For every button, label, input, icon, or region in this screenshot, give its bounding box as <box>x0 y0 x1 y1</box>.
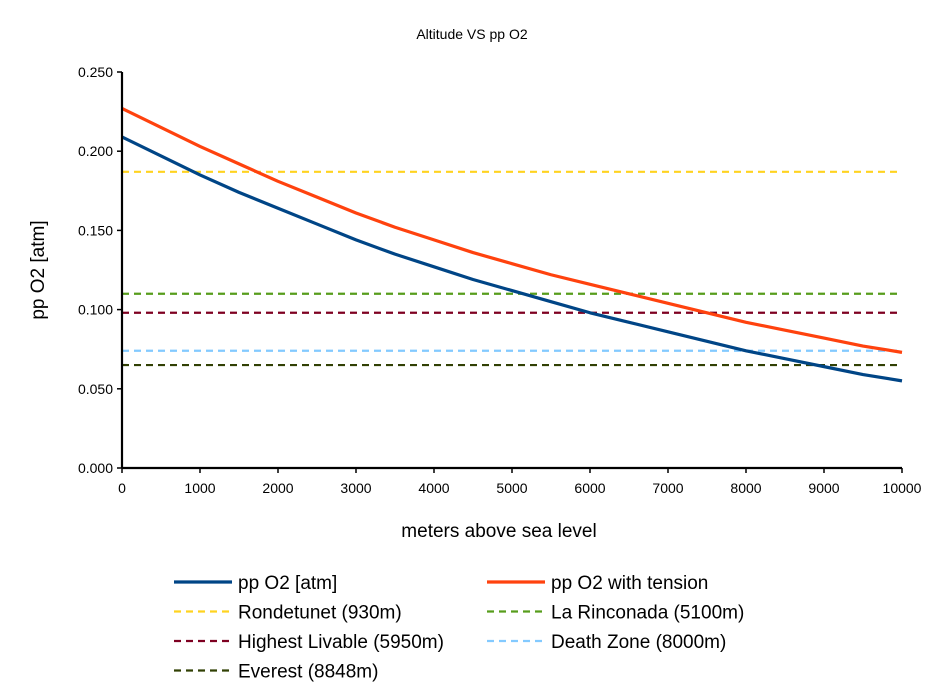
y-tick-label: 0.200 <box>78 143 113 159</box>
legend-item: pp O2 [atm] <box>174 573 337 594</box>
legend-label: Highest Livable (5950m) <box>238 632 444 653</box>
y-tick-label: 0.050 <box>78 381 113 397</box>
y-tick-label: 0.100 <box>78 302 113 318</box>
x-tick-label: 10000 <box>883 480 922 496</box>
y-tick-label: 0.150 <box>78 222 113 238</box>
x-tick-label: 4000 <box>418 480 449 496</box>
legend-item: Highest Livable (5950m) <box>174 632 444 653</box>
x-tick-label: 8000 <box>730 480 761 496</box>
legend-item: Everest (8848m) <box>174 662 378 683</box>
legend-label: Everest (8848m) <box>238 662 378 683</box>
legend: pp O2 [atm] pp O2 with tension Rondetunet … <box>174 573 744 683</box>
plot-area <box>121 106 903 383</box>
y-tick-label: 0.250 <box>78 64 113 80</box>
x-axis-title: meters above sea level <box>401 521 596 542</box>
legend-item: pp O2 with tension <box>487 573 708 594</box>
legend-item: La Rinconada (5100m) <box>487 603 744 624</box>
legend-label: pp O2 [atm] <box>238 573 337 594</box>
legend-label: Rondetunet (930m) <box>238 603 402 624</box>
legend-item: Rondetunet (930m) <box>174 603 402 624</box>
x-tick-label: 5000 <box>496 480 527 496</box>
legend-label: pp O2 with tension <box>551 573 708 594</box>
y-axis-title: pp O2 [atm] <box>28 220 49 319</box>
x-tick-label: 3000 <box>340 480 371 496</box>
series-line-0 <box>121 135 903 383</box>
legend-label: La Rinconada (5100m) <box>551 603 744 624</box>
x-tick-label: 2000 <box>262 480 293 496</box>
x-tick-label: 7000 <box>652 480 683 496</box>
x-tick-label: 6000 <box>574 480 605 496</box>
x-tick-label: 9000 <box>808 480 839 496</box>
series-line-1 <box>121 106 903 354</box>
axes <box>117 71 903 473</box>
x-tick-label: 0 <box>118 480 126 496</box>
x-tick-label: 1000 <box>184 480 215 496</box>
tick-labels: 0.000 0.050 0.100 0.150 0.200 0.250 0 1000 2000 3… <box>78 64 922 496</box>
y-tick-label: 0.000 <box>78 460 113 476</box>
chart-title: Altitude VS pp O2 <box>416 26 528 42</box>
legend-item: Death Zone (8000m) <box>487 632 726 653</box>
legend-label: Death Zone (8000m) <box>551 632 726 653</box>
